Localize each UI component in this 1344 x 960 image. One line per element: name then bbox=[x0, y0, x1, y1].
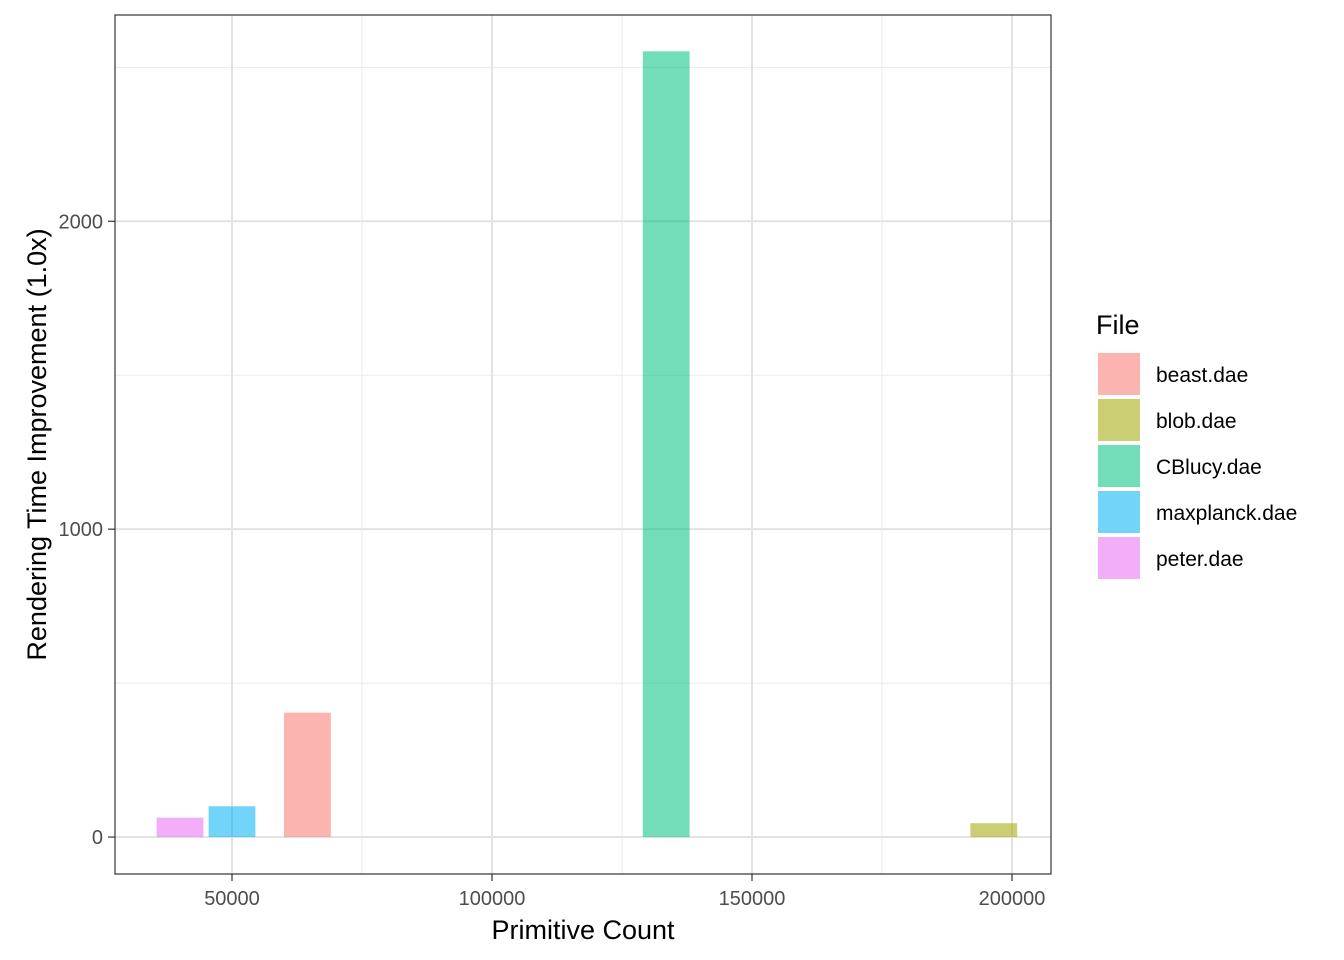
grid bbox=[115, 15, 1051, 874]
legend: beast.dae blob.dae CBlucy.dae maxplanck.dae… bbox=[1098, 353, 1297, 579]
y-tick-label: 2000 bbox=[59, 211, 104, 233]
y-tick-label: 0 bbox=[92, 827, 103, 849]
plot-panel-border bbox=[114, 14, 1052, 875]
legend-label: beast.dae bbox=[1156, 364, 1248, 387]
y-axis-title: Rendering Time Improvement (1.0x) bbox=[22, 228, 52, 660]
x-tick-label: 150000 bbox=[719, 888, 786, 910]
bars bbox=[156, 51, 1018, 838]
x-tick-label: 50000 bbox=[204, 888, 260, 910]
legend-label: peter.dae bbox=[1156, 548, 1244, 571]
legend-label: maxplanck.dae bbox=[1156, 502, 1297, 525]
legend-key-peter-dae bbox=[1098, 537, 1140, 579]
legend-title: File bbox=[1096, 310, 1140, 340]
legend-key-maxplanck-dae bbox=[1098, 491, 1140, 533]
bar-CBlucy-dae bbox=[642, 51, 690, 838]
legend-label: CBlucy.dae bbox=[1156, 456, 1262, 479]
x-axis-title: Primitive Count bbox=[491, 915, 675, 945]
y-tick-label: 1000 bbox=[59, 519, 104, 541]
legend-key-beast-dae bbox=[1098, 353, 1140, 395]
legend-key-blob-dae bbox=[1098, 399, 1140, 441]
bar-peter-dae bbox=[156, 817, 204, 838]
legend-label: blob.dae bbox=[1156, 410, 1237, 433]
bar-maxplanck-dae bbox=[208, 806, 256, 838]
bar-beast-dae bbox=[284, 712, 331, 838]
x-tick-label: 200000 bbox=[979, 888, 1046, 910]
x-tick-label: 100000 bbox=[459, 888, 526, 910]
bar-blob-dae bbox=[970, 823, 1018, 838]
legend-key-CBlucy-dae bbox=[1098, 445, 1140, 487]
axis-ticks: 50000 100000 150000 200000 0 1000 2000 bbox=[59, 211, 1046, 910]
